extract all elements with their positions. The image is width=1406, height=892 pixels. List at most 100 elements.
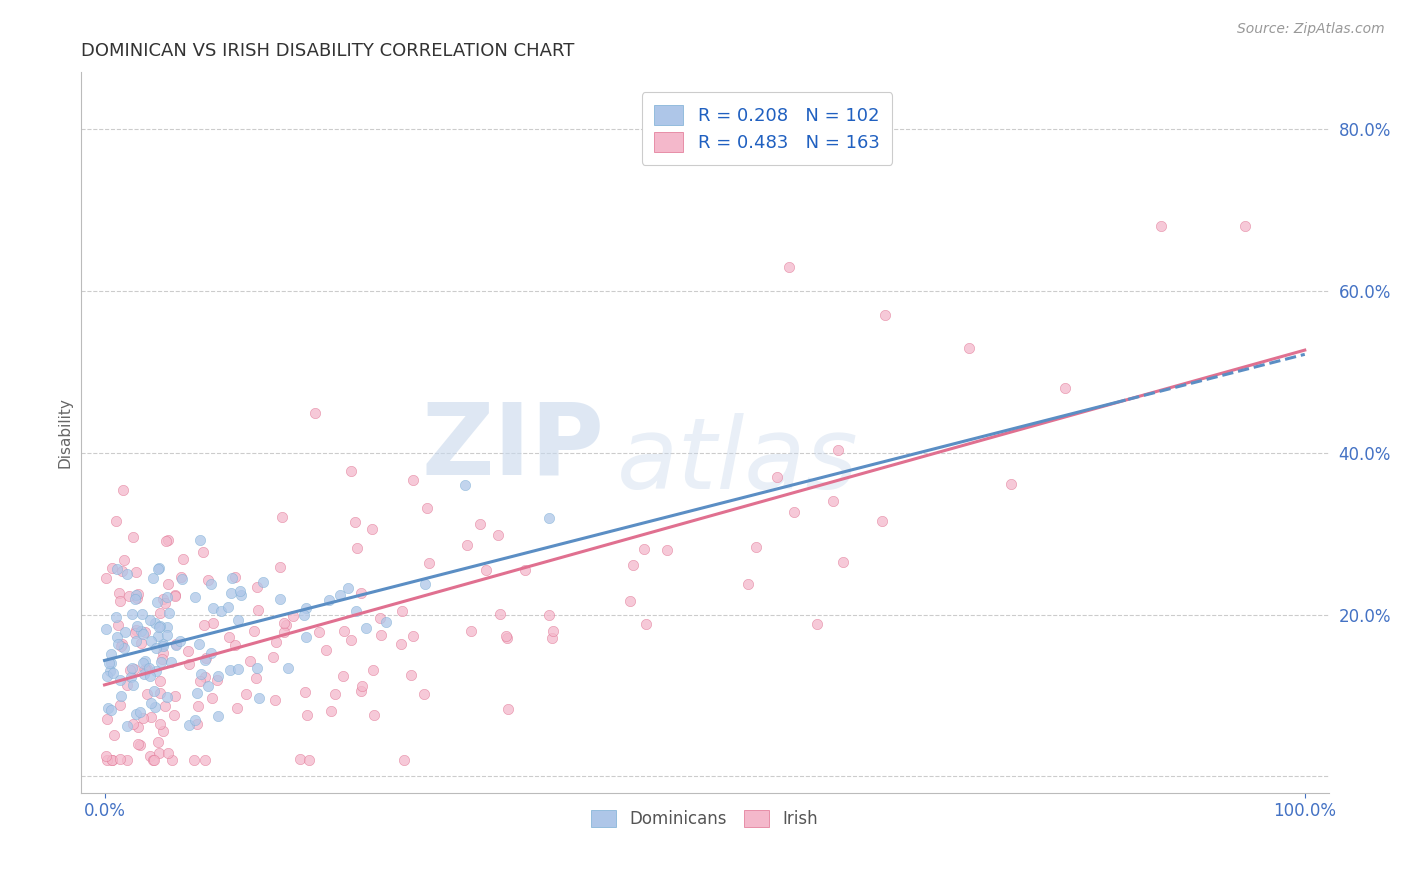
Point: [184, 713, 207, 727]
Point: [177, 718, 200, 732]
Point: [346, 604, 368, 618]
Point: [470, 516, 492, 531]
Point: [224, 639, 246, 653]
Point: [218, 630, 240, 644]
Point: [98, 656, 121, 670]
Point: [120, 670, 142, 684]
Point: [169, 633, 191, 648]
Point: [873, 308, 896, 322]
Point: [229, 584, 252, 599]
Point: [172, 551, 194, 566]
Point: [246, 660, 269, 674]
Point: [108, 698, 131, 712]
Point: [235, 687, 257, 701]
Point: [125, 591, 148, 606]
Point: [127, 619, 149, 633]
Point: [269, 591, 291, 606]
Point: [197, 574, 219, 588]
Point: [100, 753, 122, 767]
Point: [295, 630, 318, 644]
Point: [363, 663, 385, 677]
Point: [108, 673, 131, 687]
Point: [136, 662, 159, 676]
Point: [136, 687, 159, 701]
Point: [170, 570, 193, 584]
Point: [193, 617, 215, 632]
Point: [146, 629, 169, 643]
Point: [142, 753, 165, 767]
Point: [105, 561, 128, 575]
Point: [141, 710, 163, 724]
Point: [540, 631, 562, 645]
Point: [142, 753, 165, 767]
Point: [125, 624, 148, 638]
Point: [124, 706, 146, 721]
Point: [115, 753, 138, 767]
Point: [332, 669, 354, 683]
Point: [325, 687, 347, 701]
Point: [456, 538, 478, 552]
Point: [96, 712, 118, 726]
Point: [145, 594, 167, 608]
Point: [346, 541, 368, 555]
Point: [129, 738, 152, 752]
Point: [281, 609, 304, 624]
Point: [157, 533, 180, 547]
Point: [145, 641, 167, 656]
Point: [110, 637, 132, 651]
Point: [107, 637, 129, 651]
Point: [138, 613, 160, 627]
Point: [127, 720, 149, 734]
Point: [243, 624, 266, 638]
Point: [188, 533, 211, 547]
Point: [129, 636, 152, 650]
Point: [100, 647, 122, 661]
Point: [135, 663, 157, 677]
Point: [475, 563, 498, 577]
Point: [150, 651, 173, 665]
Point: [139, 749, 162, 764]
Point: [187, 637, 209, 651]
Point: [655, 543, 678, 558]
Point: [298, 753, 321, 767]
Point: [186, 698, 208, 713]
Point: [957, 341, 980, 355]
Point: [165, 638, 187, 652]
Point: [152, 592, 174, 607]
Point: [94, 571, 117, 585]
Point: [146, 735, 169, 749]
Point: [127, 737, 149, 751]
Point: [513, 564, 536, 578]
Point: [217, 600, 239, 615]
Point: [129, 624, 152, 638]
Point: [118, 589, 141, 603]
Point: [737, 577, 759, 591]
Point: [209, 604, 232, 618]
Point: [149, 619, 172, 633]
Point: [131, 711, 153, 725]
Point: [200, 646, 222, 660]
Point: [264, 634, 287, 648]
Point: [1000, 477, 1022, 491]
Point: [453, 478, 475, 492]
Point: [138, 661, 160, 675]
Point: [108, 586, 131, 600]
Y-axis label: Disability: Disability: [58, 397, 72, 468]
Point: [352, 679, 374, 693]
Point: [202, 615, 225, 630]
Point: [156, 590, 179, 604]
Point: [163, 690, 186, 704]
Point: [297, 708, 319, 723]
Point: [186, 685, 208, 699]
Point: [98, 664, 121, 678]
Point: [402, 473, 425, 487]
Point: [228, 613, 250, 627]
Point: [418, 556, 440, 570]
Point: [744, 540, 766, 554]
Point: [115, 566, 138, 581]
Point: [245, 671, 267, 685]
Point: [111, 564, 134, 578]
Point: [806, 616, 828, 631]
Point: [201, 600, 224, 615]
Point: [155, 533, 177, 548]
